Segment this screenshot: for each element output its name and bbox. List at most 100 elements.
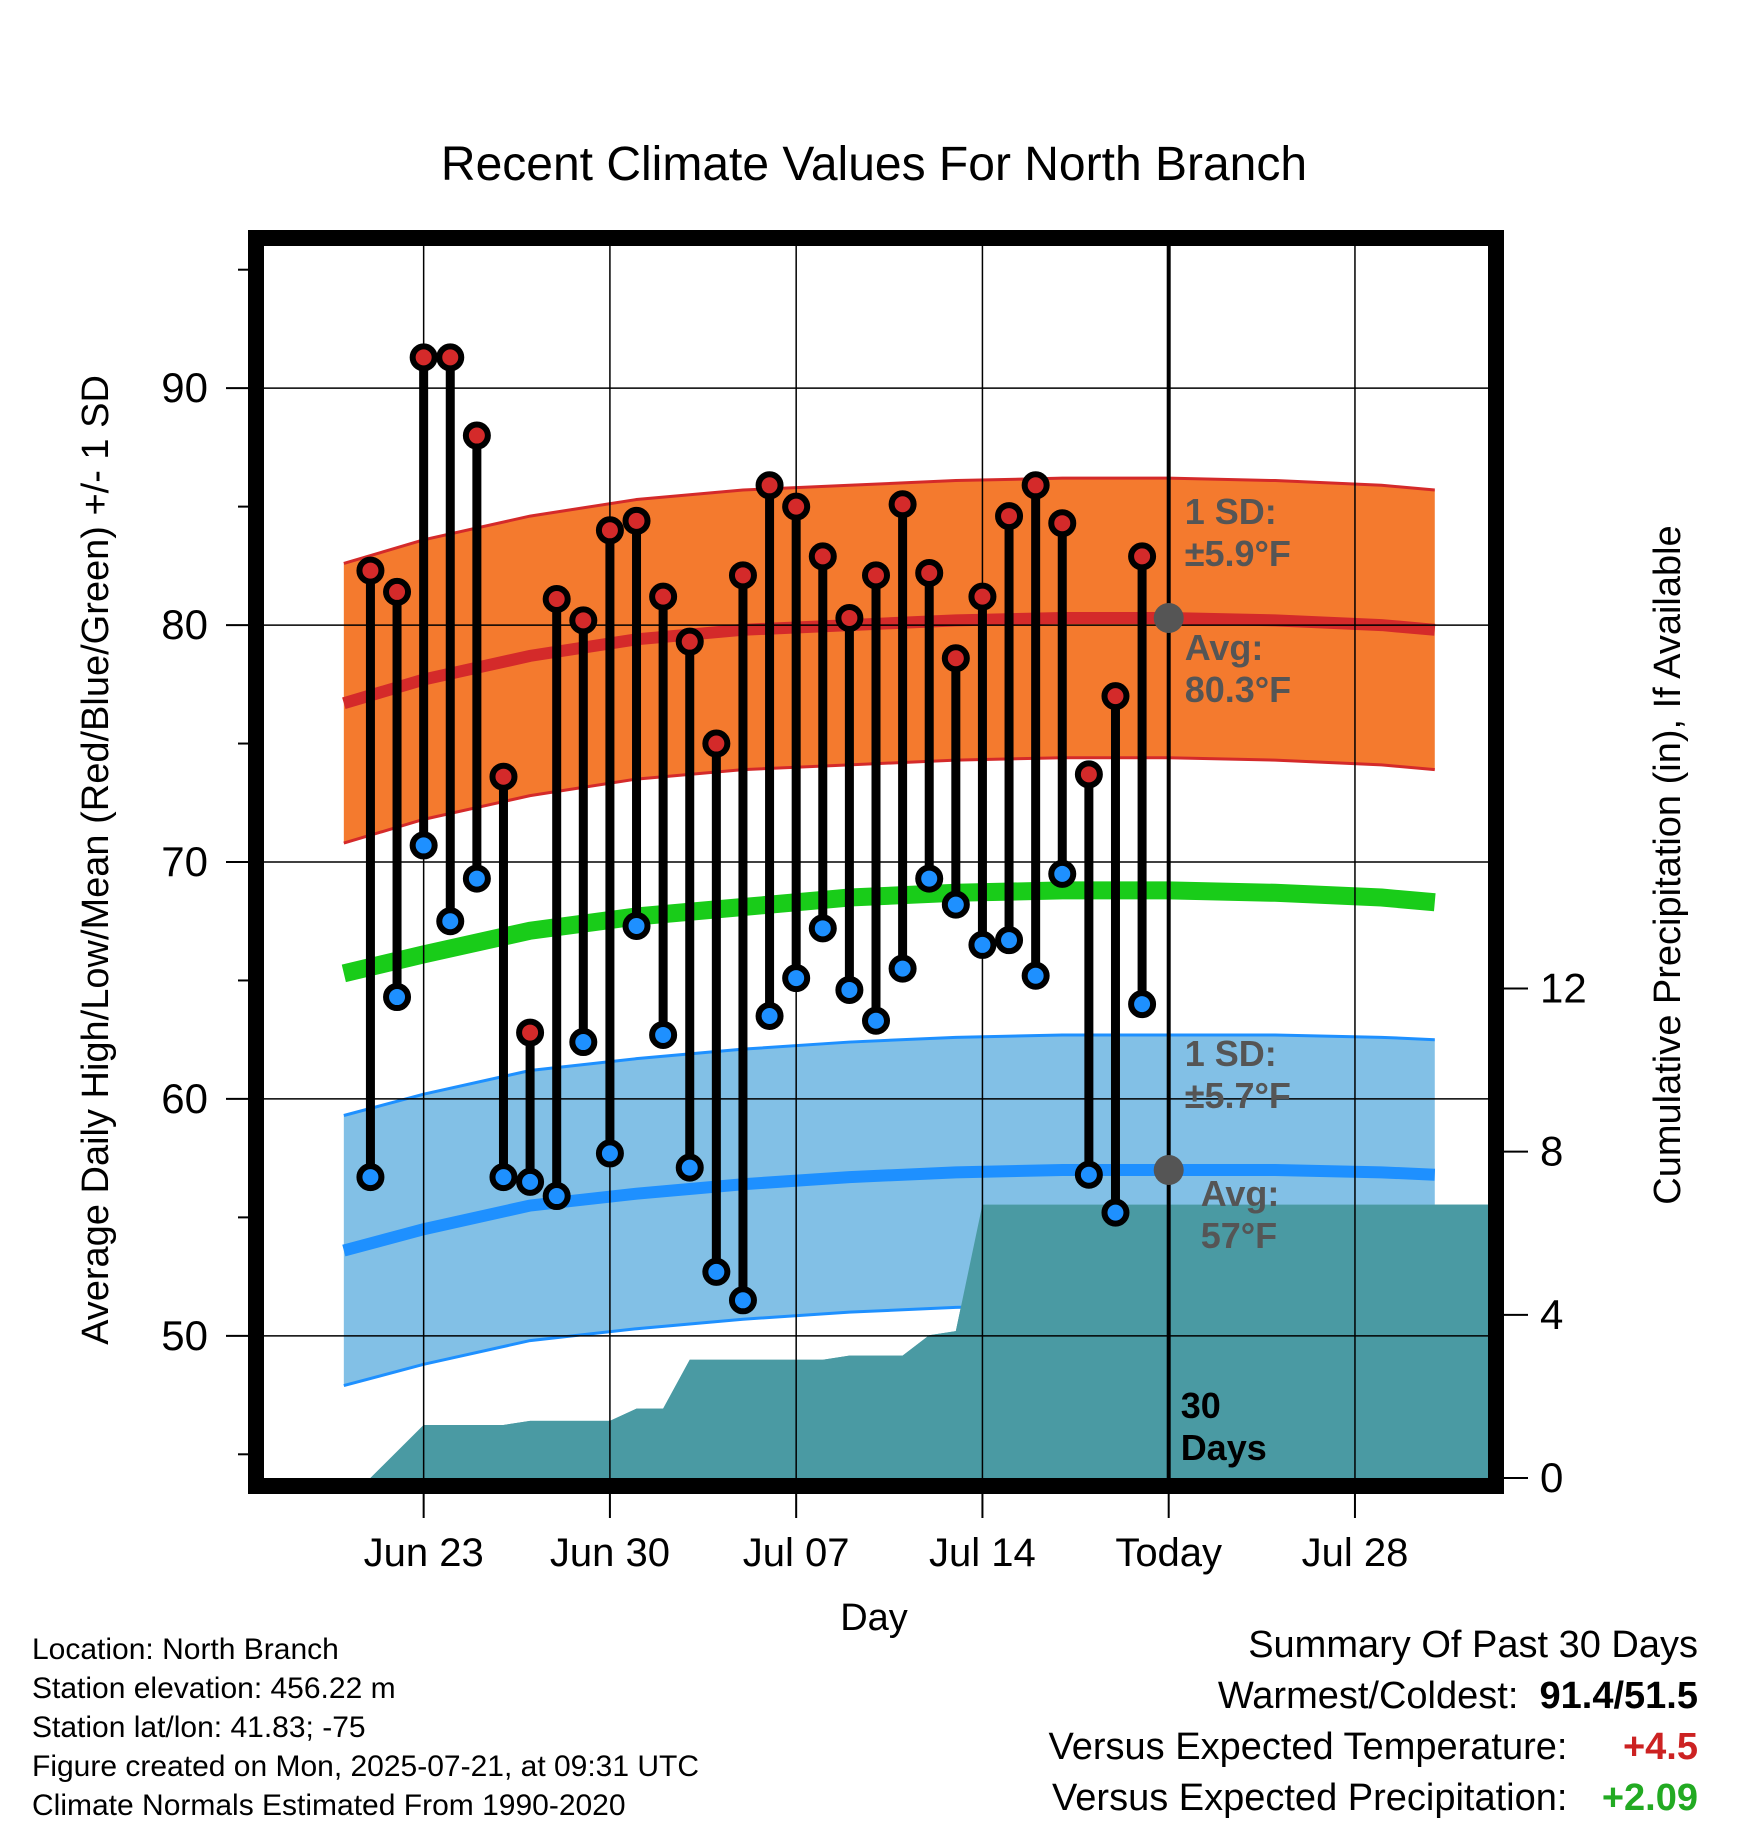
daily-low-point xyxy=(383,983,412,1012)
x-tick-label: Jul 14 xyxy=(929,1531,1036,1575)
daily-high-point xyxy=(1101,682,1130,711)
daily-low-point xyxy=(702,1257,731,1286)
daily-high-point xyxy=(995,502,1024,531)
daily-high-point xyxy=(436,343,465,372)
high-avg-value: 80.3°F xyxy=(1185,669,1291,710)
daily-high-point xyxy=(462,421,491,450)
y-tick-label: 50 xyxy=(161,1312,208,1359)
daily-high-point xyxy=(941,644,970,673)
daily-low-point xyxy=(622,911,651,940)
daily-high-point xyxy=(888,490,917,519)
normals-text: Climate Normals Estimated From 1990-2020 xyxy=(32,1789,626,1822)
y2-tick-label: 8 xyxy=(1540,1128,1563,1175)
x-tick-label: Jul 28 xyxy=(1302,1531,1409,1575)
y2-tick-label: 0 xyxy=(1540,1454,1563,1501)
y2-axis-label: Cumulative Precipitation (in), If Availa… xyxy=(1647,525,1689,1204)
daily-high-point xyxy=(569,606,598,635)
daily-high-point xyxy=(1074,760,1103,789)
x-tick-label: Jun 30 xyxy=(550,1531,670,1575)
daily-high-point xyxy=(622,506,651,535)
daily-low-point xyxy=(649,1020,678,1049)
daily-high-point xyxy=(489,762,518,791)
daily-low-point xyxy=(1048,859,1077,888)
precip-value: +2.09 xyxy=(1601,1777,1698,1819)
daily-high-point xyxy=(516,1018,545,1047)
daily-high-point xyxy=(1021,471,1050,500)
low-sd-label: 1 SD: xyxy=(1185,1033,1277,1074)
x-axis-label: Day xyxy=(840,1597,908,1639)
low-avg-line xyxy=(342,1164,1436,1257)
high-band-upper-edge xyxy=(343,476,1435,565)
daily-high-point xyxy=(808,542,837,571)
daily-low-point xyxy=(569,1028,598,1057)
daily-high-point xyxy=(675,627,704,656)
x-tick-label: Jun 23 xyxy=(364,1531,484,1575)
daily-low-point xyxy=(728,1286,757,1315)
daily-low-point xyxy=(862,1006,890,1035)
days-count-label: 30 xyxy=(1181,1385,1221,1426)
precip-label: Versus Expected Precipitation: xyxy=(1052,1777,1568,1819)
created-text: Figure created on Mon, 2025-07-21, at 09… xyxy=(32,1750,700,1783)
low-avg-label: Avg: xyxy=(1201,1173,1280,1214)
summary-warm-cold: Warmest/Coldest: 91.4/51.5 xyxy=(798,1671,1698,1722)
y-axis-label: Average Daily High/Low/Mean (Red/Blue/Gr… xyxy=(75,375,117,1345)
x-tick-label: Jul 07 xyxy=(743,1531,850,1575)
daily-high-point xyxy=(862,561,890,590)
daily-low-point xyxy=(436,907,465,936)
summary-panel: Summary Of Past 30 Days Warmest/Coldest:… xyxy=(798,1620,1698,1824)
daily-low-point xyxy=(489,1163,518,1192)
elevation-text: Station elevation: 456.22 m xyxy=(32,1672,396,1705)
daily-low-point xyxy=(1021,961,1050,990)
station-info: Location: North Branch Station elevation… xyxy=(32,1630,699,1825)
daily-low-point xyxy=(409,831,438,860)
daily-high-point xyxy=(782,492,811,521)
daily-low-point xyxy=(1074,1160,1103,1189)
daily-high-point xyxy=(409,343,438,372)
daily-high-point xyxy=(835,603,864,632)
daily-low-point xyxy=(542,1182,571,1211)
latlon-text: Station lat/lon: 41.83; -75 xyxy=(32,1711,366,1744)
daily-low-point xyxy=(675,1153,704,1182)
daily-high-point xyxy=(915,558,944,587)
daily-low-point xyxy=(1101,1198,1130,1227)
daily-high-point xyxy=(542,585,571,614)
temp-value: +4.5 xyxy=(1622,1726,1698,1768)
summary-temp: Versus Expected Temperature: +4.5 xyxy=(798,1722,1698,1773)
high-band xyxy=(343,478,1435,844)
daily-high-point xyxy=(1128,542,1157,571)
plot-frame xyxy=(248,230,1504,1494)
high-sd-label: 1 SD: xyxy=(1185,491,1277,532)
daily-low-point xyxy=(782,964,811,993)
low-avg-value: 57°F xyxy=(1201,1215,1277,1256)
high-sd-value: ±5.9°F xyxy=(1185,533,1291,574)
daily-low-point xyxy=(995,926,1024,955)
chart-title: Recent Climate Values For North Branch xyxy=(441,138,1307,191)
precip-area-overlay xyxy=(343,1204,1488,1478)
daily-high-point xyxy=(728,561,757,590)
today-low-avg-marker xyxy=(1153,1155,1184,1185)
summary-title: Summary Of Past 30 Days xyxy=(1248,1624,1698,1666)
daily-low-point xyxy=(595,1139,624,1168)
daily-high-point xyxy=(755,471,784,500)
daily-low-point xyxy=(968,930,997,959)
summary-precip: Versus Expected Precipitation: +2.09 xyxy=(798,1773,1698,1824)
daily-high-point xyxy=(356,556,385,585)
warm-cold-value: 91.4/51.5 xyxy=(1539,1675,1698,1717)
high-avg-label: Avg: xyxy=(1185,627,1264,668)
y2-tick-label: 4 xyxy=(1540,1291,1563,1338)
daily-high-point xyxy=(968,582,997,611)
daily-high-point xyxy=(649,582,678,611)
daily-high-point xyxy=(1048,509,1077,538)
y2-tick-label: 12 xyxy=(1540,964,1587,1011)
y-tick-label: 60 xyxy=(161,1075,208,1122)
y-tick-label: 90 xyxy=(161,364,208,411)
y-tick-label: 70 xyxy=(161,838,208,885)
daily-high-point xyxy=(702,729,731,758)
low-sd-value: ±5.7°F xyxy=(1185,1075,1291,1116)
x-tick-label: Today xyxy=(1115,1531,1222,1575)
temp-label: Versus Expected Temperature: xyxy=(1048,1726,1568,1768)
daily-low-point xyxy=(888,954,917,983)
today-high-avg-marker xyxy=(1153,602,1184,633)
daily-low-point xyxy=(835,975,864,1004)
